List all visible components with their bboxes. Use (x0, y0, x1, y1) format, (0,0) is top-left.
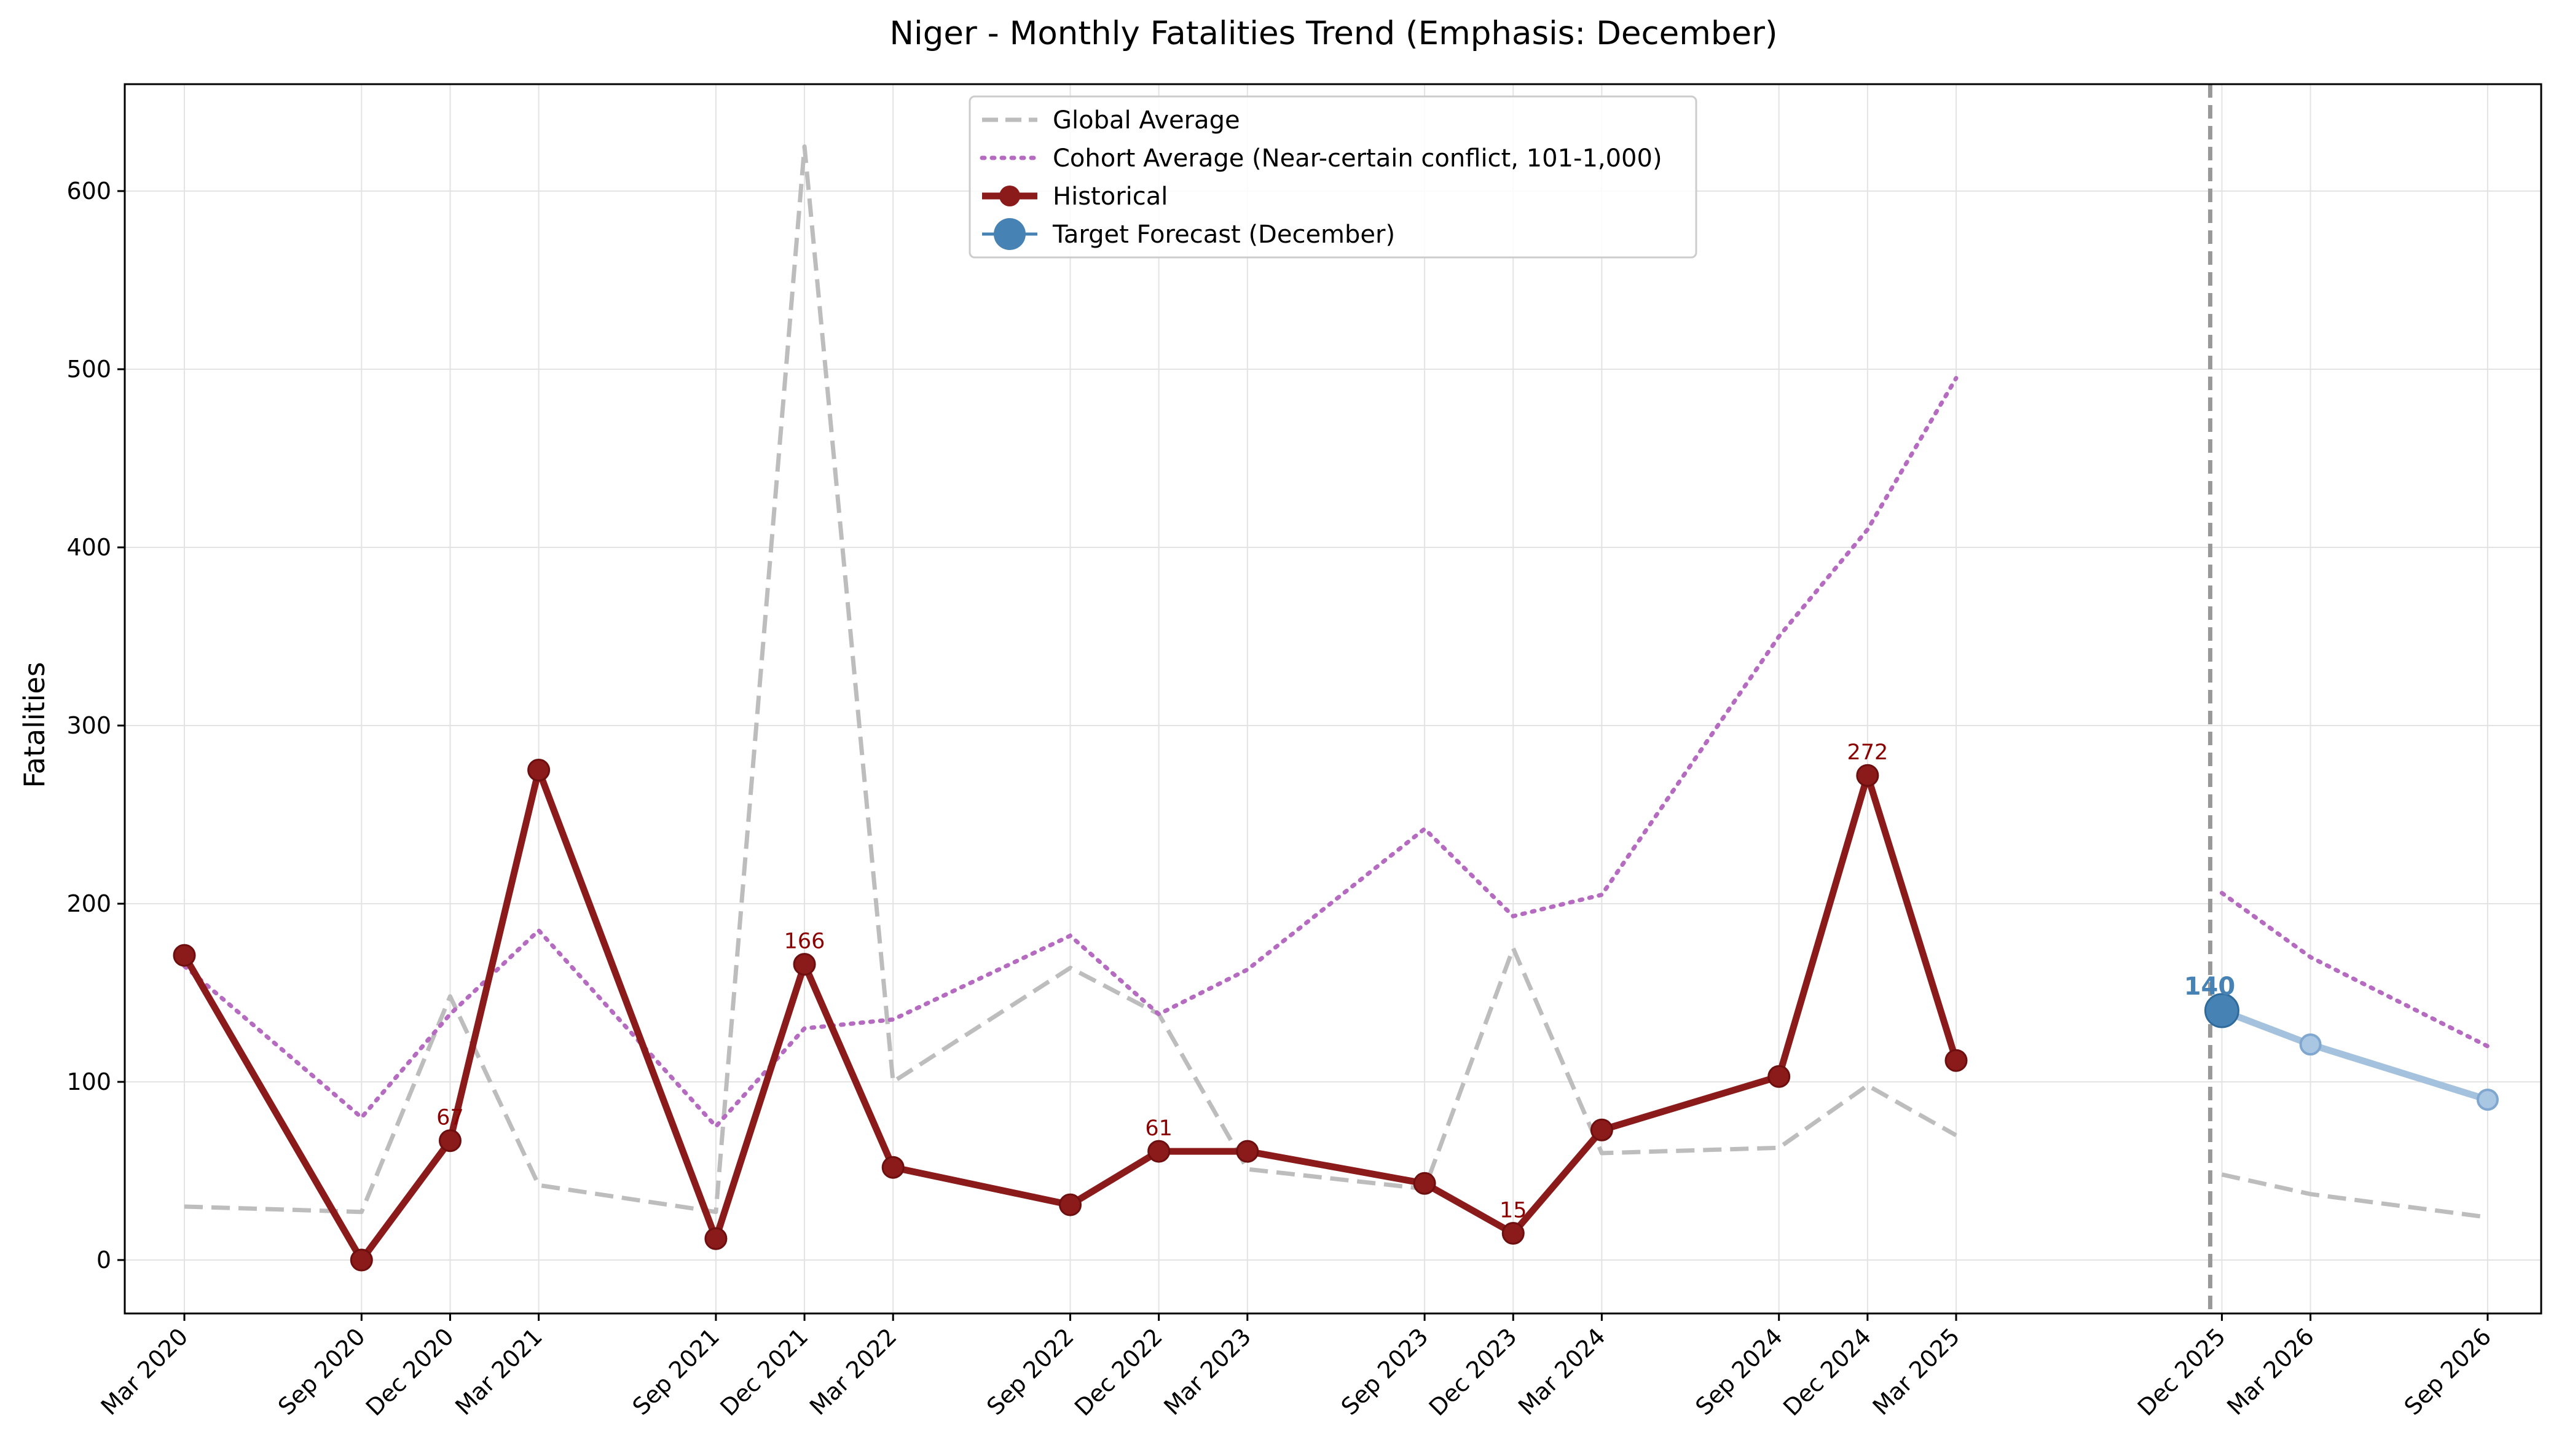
y-tick-label: 200 (66, 890, 111, 917)
historical-data-label: 15 (1500, 1199, 1527, 1223)
legend-target-forecast-label: Target Forecast (December) (1052, 221, 1395, 249)
legend-box (969, 95, 1697, 259)
legend-marker-target-forecast (994, 218, 1026, 250)
series-line-global-average (2221, 1172, 2488, 1219)
historical-point (704, 1227, 728, 1250)
historical-point (527, 759, 551, 781)
forecast-point (2299, 1033, 2322, 1056)
historical-point (1147, 1140, 1171, 1163)
legend-global-average-label: Global Average (1053, 106, 1240, 135)
historical-point (173, 944, 196, 967)
historical-point (1413, 1172, 1436, 1195)
y-tick-label: 400 (66, 534, 111, 561)
legend-historical-label: Historical (1053, 182, 1168, 211)
historical-point (1236, 1140, 1259, 1163)
historical-point (1767, 1065, 1791, 1088)
series-line-historical (181, 767, 1960, 1264)
y-tick-label: 0 (96, 1247, 111, 1274)
historical-data-label: 166 (784, 930, 825, 954)
series-line-cohort-average (2219, 891, 2490, 1049)
y-axis-label: Fatalities (18, 662, 51, 788)
target-forecast-point (2204, 993, 2239, 1028)
historical-point (1590, 1118, 1613, 1141)
historical-point (1944, 1049, 1968, 1072)
series-line-cohort-average (182, 376, 1959, 1130)
historical-point (881, 1156, 905, 1179)
legend-cohort-average-label: Cohort Average (Near-certain conflict, 1… (1053, 144, 1662, 173)
legend: Global Average Cohort Average (Near-certa… (969, 95, 1697, 259)
historical-point (793, 953, 816, 976)
historical-data-label: 61 (1145, 1116, 1173, 1141)
historical-data-label: 272 (1847, 740, 1888, 765)
historical-point (1059, 1193, 1082, 1216)
series-line-global-average (184, 144, 1957, 1215)
legend-marker-historical (999, 186, 1020, 206)
historical-data-label: 67 (436, 1106, 464, 1130)
chart-title: Niger - Monthly Fatalities Trend (Emphas… (889, 15, 1777, 52)
series-layer: 67 166 61 15 272 140 (173, 84, 2499, 1313)
y-tick-label: 100 (66, 1068, 111, 1095)
historical-point (1501, 1222, 1525, 1245)
y-tick-label: 500 (66, 356, 111, 383)
historical-point (438, 1129, 462, 1153)
forecast-point (2476, 1089, 2499, 1111)
historical-point (1856, 764, 1879, 787)
y-tick-label: 600 (66, 178, 111, 205)
historical-point (350, 1248, 373, 1272)
plot-frame (124, 83, 2542, 1315)
y-tick-label: 300 (66, 712, 111, 739)
target-forecast-label: 140 (2184, 973, 2236, 1001)
